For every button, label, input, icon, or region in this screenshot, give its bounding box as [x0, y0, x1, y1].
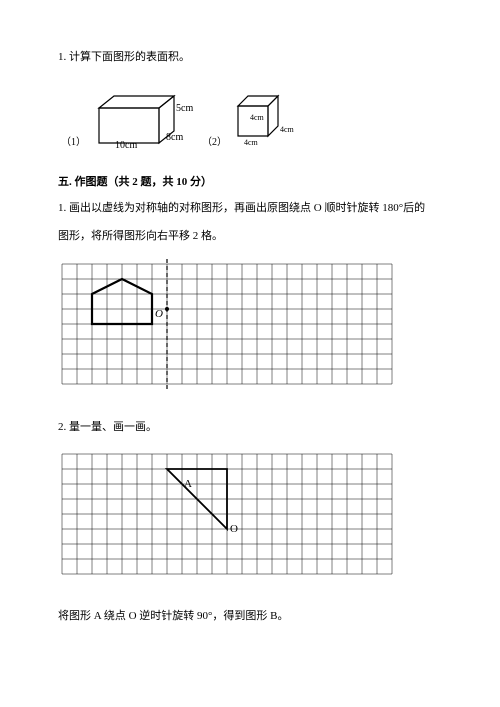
label-a: A — [184, 478, 192, 490]
problem5-2-instruction: 将图形 A 绕点 O 逆时针旋转 90°，得到图形 B。 — [58, 607, 442, 627]
cube-4cm-3: 4cm — [280, 125, 295, 134]
cube-4cm-1: 4cm — [250, 113, 265, 122]
figure1-label: （1） — [61, 133, 86, 148]
cuboid-figure: 5cm 8cm 10cm — [89, 88, 199, 148]
cuboid-8cm: 8cm — [166, 132, 183, 143]
grid1-svg: O — [58, 258, 404, 393]
problem5-1-line1: 1. 画出以虚线为对称轴的对称图形，再画出原图绕点 O 顺时针旋转 180°后的 — [58, 199, 442, 219]
grid2-container: A O — [58, 450, 442, 585]
grid2-svg: A O — [58, 450, 404, 580]
point-o-label: O — [155, 308, 163, 320]
point-o — [165, 307, 169, 311]
problem5-1-line2: 图形，将所得图形向右平移 2 格。 — [58, 227, 442, 247]
problem5-2-text: 2. 量一量、画一画。 — [58, 418, 442, 438]
cube-4cm-2: 4cm — [244, 138, 259, 147]
grid1-container: O — [58, 258, 442, 398]
problem1-text: 1. 计算下面图形的表面积。 — [58, 48, 442, 68]
label-o-triangle: O — [230, 523, 238, 535]
figure2-label: （2） — [202, 133, 227, 148]
section5-heading: 五. 作图题（共 2 题，共 10 分） — [58, 173, 442, 189]
cuboid-10cm: 10cm — [115, 140, 137, 148]
cuboid-5cm: 5cm — [176, 103, 193, 114]
cube-figure: 4cm 4cm 4cm — [230, 88, 300, 148]
figures-row: （1） 5cm 8cm 10cm （2） 4cm 4cm 4cm — [58, 88, 442, 148]
